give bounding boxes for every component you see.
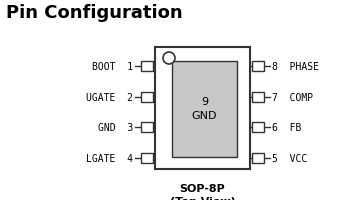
Bar [155, 48, 250, 169]
Bar [141, 62, 153, 72]
Text: GND: GND [192, 110, 217, 120]
Text: (Top View): (Top View) [170, 196, 235, 200]
Text: SOP-8P: SOP-8P [180, 183, 226, 193]
Bar [141, 153, 153, 163]
Bar [252, 123, 264, 133]
Bar [252, 153, 264, 163]
Bar [252, 92, 264, 102]
Text: Pin Configuration: Pin Configuration [6, 4, 182, 22]
Text: 5  VCC: 5 VCC [272, 153, 307, 163]
Text: 6  FB: 6 FB [272, 123, 302, 133]
Text: 8  PHASE: 8 PHASE [272, 62, 319, 72]
Text: LGATE  4: LGATE 4 [86, 153, 133, 163]
Bar [172, 62, 237, 157]
Text: GND  3: GND 3 [98, 123, 133, 133]
Circle shape [163, 53, 175, 65]
Bar [252, 62, 264, 72]
Text: UGATE  2: UGATE 2 [86, 92, 133, 102]
Text: 7  COMP: 7 COMP [272, 92, 313, 102]
Text: 9: 9 [201, 97, 208, 106]
Bar [141, 123, 153, 133]
Bar [141, 92, 153, 102]
Text: BOOT  1: BOOT 1 [92, 62, 133, 72]
